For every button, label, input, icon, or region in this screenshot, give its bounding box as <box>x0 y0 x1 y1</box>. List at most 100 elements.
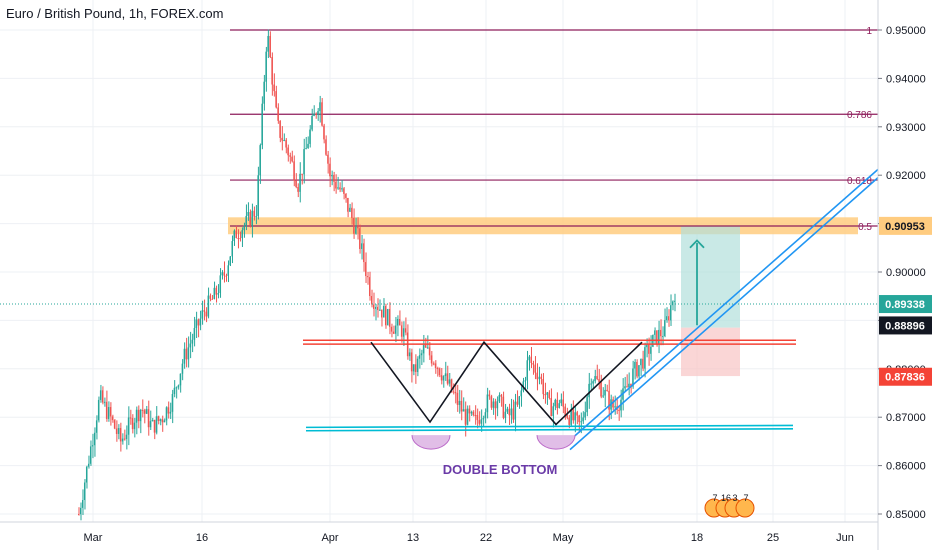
candle-body <box>496 401 499 409</box>
candle-body <box>171 393 174 412</box>
candle-body <box>544 394 546 396</box>
candle-body <box>273 84 275 92</box>
candle-body <box>458 400 461 405</box>
candle-body <box>448 379 451 384</box>
price-tag <box>879 295 932 314</box>
fib-level-label: 1 <box>866 26 872 37</box>
candle-body <box>169 411 172 414</box>
candle-body <box>277 107 279 121</box>
candle-body <box>430 355 433 364</box>
x-tick-label: 18 <box>691 532 703 544</box>
event-badge-count: 16 <box>721 493 731 503</box>
candle-body <box>289 155 291 157</box>
y-tick-label: 0.93000 <box>886 122 926 134</box>
candle-body <box>604 389 606 396</box>
candle-body <box>594 376 596 382</box>
candle-body <box>478 420 481 424</box>
price-tag-label: 0.90953 <box>885 221 925 233</box>
candle-body <box>337 187 339 189</box>
candle-body <box>87 463 90 467</box>
candle-body <box>243 225 245 231</box>
y-tick-label: 0.92000 <box>886 170 926 182</box>
target-box <box>681 226 740 328</box>
candle-body <box>508 408 511 416</box>
candle-body <box>281 137 283 141</box>
candle-body <box>329 163 331 177</box>
bottom-marker <box>536 435 576 450</box>
candle-body <box>201 310 204 319</box>
candle-body <box>133 422 136 430</box>
candle-body <box>331 174 333 177</box>
candle-body <box>245 215 247 226</box>
candle-body <box>327 154 329 164</box>
candle-body <box>456 392 459 405</box>
candle-body <box>365 262 367 277</box>
trend-channel-line <box>569 177 879 451</box>
candle-body <box>438 368 441 376</box>
x-tick-label: Mar <box>84 532 103 544</box>
candle-body <box>339 187 341 190</box>
candle-body <box>392 331 395 334</box>
price-tag <box>879 316 932 335</box>
candle-body <box>510 408 513 416</box>
event-badge-count: 3 <box>732 493 737 503</box>
candle-body <box>151 419 154 422</box>
candle-body <box>408 352 411 357</box>
candle-body <box>93 432 96 446</box>
candle-body <box>572 409 574 421</box>
candle-body <box>480 419 483 424</box>
candle-body <box>534 364 536 373</box>
support-line <box>305 428 794 432</box>
candle-body <box>299 173 301 192</box>
candle-body <box>586 397 588 413</box>
candle-body <box>91 445 94 447</box>
candle-body <box>562 399 564 407</box>
candle-body <box>654 330 656 335</box>
candle-body <box>231 241 233 257</box>
candle-body <box>191 339 194 344</box>
candle-body <box>402 328 405 337</box>
candle-body <box>303 149 305 175</box>
candle-body <box>325 139 327 155</box>
candle-body <box>606 389 608 391</box>
candle-body <box>418 355 421 359</box>
candle-body <box>199 318 202 326</box>
candle-body <box>189 343 192 348</box>
candle-body <box>271 57 273 85</box>
candle-body <box>319 102 321 112</box>
candle-body <box>309 129 311 144</box>
candle-body <box>275 91 277 108</box>
candle-body <box>173 387 176 394</box>
candle-body <box>582 417 584 422</box>
candle-body <box>516 401 519 405</box>
candle-body <box>664 320 666 337</box>
candle-body <box>400 325 403 337</box>
candle-body <box>506 408 509 412</box>
candle-body <box>99 390 102 400</box>
stop-box <box>681 327 740 377</box>
candle-body <box>462 409 465 412</box>
x-tick-label: Apr <box>321 532 338 544</box>
candle-body <box>412 364 415 372</box>
candle-body <box>650 346 652 354</box>
candle-body <box>466 408 469 425</box>
candle-body <box>95 420 98 433</box>
candle-body <box>355 226 357 234</box>
x-tick-label: 25 <box>767 532 779 544</box>
candle-body <box>153 419 156 433</box>
y-tick-label: 0.85000 <box>886 509 926 521</box>
candle-body <box>347 197 349 212</box>
candle-body <box>520 390 523 397</box>
candle-body <box>446 373 449 384</box>
candle-body <box>239 238 241 240</box>
y-tick-label: 0.86000 <box>886 461 926 473</box>
candle-body <box>287 147 289 156</box>
candle-body <box>369 277 371 297</box>
x-tick-label: 22 <box>480 532 492 544</box>
candle-body <box>235 230 237 239</box>
candle-body <box>137 409 140 422</box>
candle-body <box>317 111 319 115</box>
